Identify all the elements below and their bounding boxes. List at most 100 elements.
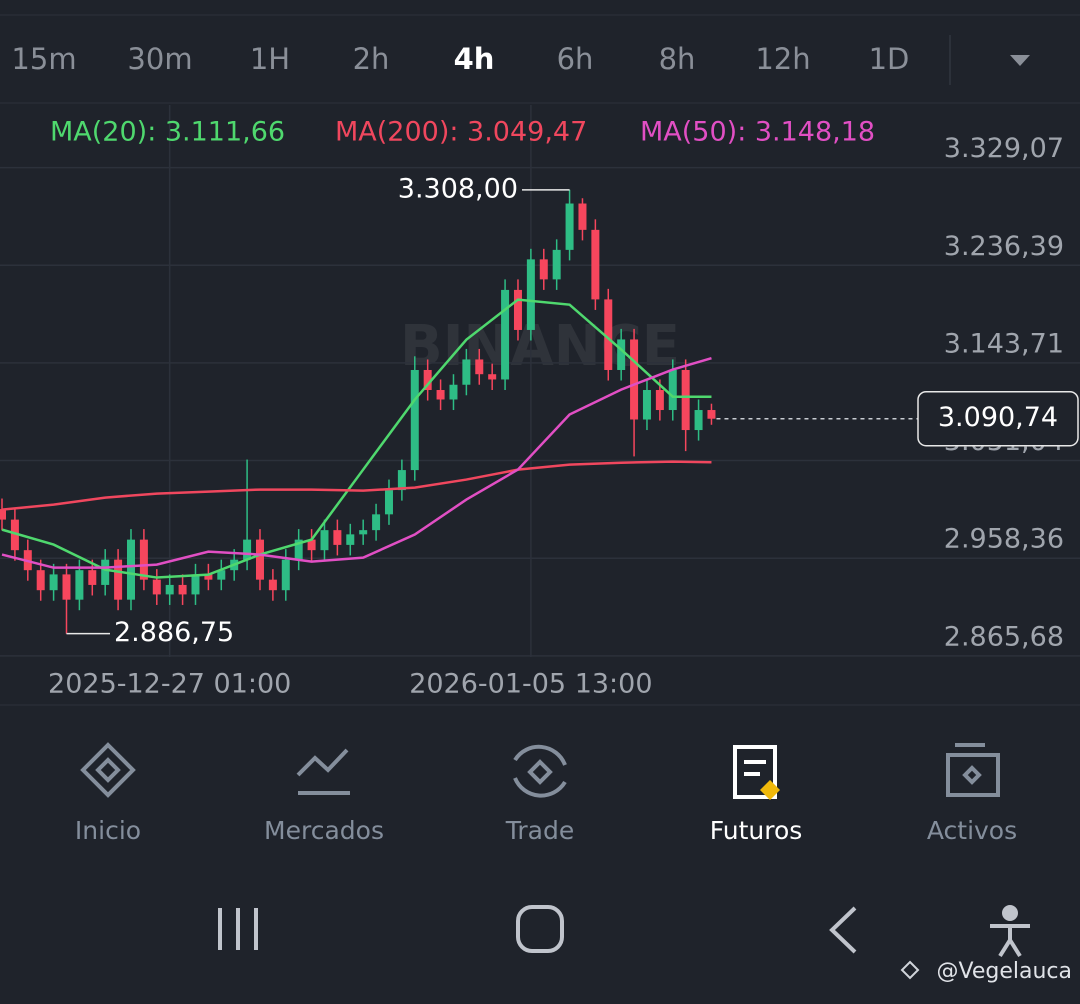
ma-line <box>1 460 712 511</box>
candle-body <box>126 539 135 600</box>
candle-body <box>384 490 393 515</box>
candle-body <box>475 359 484 375</box>
accessibility-button[interactable] <box>990 905 1030 958</box>
candle-body <box>62 574 71 600</box>
candle-body <box>668 369 677 411</box>
candle-body <box>539 259 548 280</box>
candle-body <box>217 570 226 580</box>
system-bar <box>218 905 1030 958</box>
candle-body <box>630 339 639 420</box>
candle-body <box>372 514 381 531</box>
candle-body <box>526 259 535 330</box>
candle-body <box>320 530 329 551</box>
candle-body <box>423 369 432 391</box>
timeframe-tab[interactable]: 4h <box>454 42 495 76</box>
timeframe-tab[interactable]: 30m <box>127 42 192 76</box>
candle-body <box>178 584 187 595</box>
credit-icon <box>900 960 920 980</box>
price-box <box>917 390 1079 447</box>
candle-body <box>49 574 58 591</box>
nav-label[interactable]: Activos <box>927 816 1017 845</box>
nav-icons <box>80 742 1000 799</box>
candle-body <box>513 289 522 330</box>
candle-body <box>10 519 19 551</box>
recent-button[interactable] <box>218 908 258 950</box>
candle-body <box>204 574 213 580</box>
candle-body <box>681 369 690 431</box>
candle-body <box>294 539 303 560</box>
timeframe-tab[interactable]: 8h <box>659 42 696 76</box>
candle-body <box>165 584 174 595</box>
nav-label[interactable]: Mercados <box>264 816 384 845</box>
candle-body <box>694 410 703 431</box>
candle-body <box>88 570 97 585</box>
candle-body <box>591 229 600 300</box>
candle-body <box>114 559 123 600</box>
candle-body <box>307 539 316 551</box>
futures-badge <box>760 780 780 800</box>
candle-body <box>243 539 252 560</box>
candle-body <box>152 579 161 595</box>
home-icon[interactable] <box>80 742 136 798</box>
y-tick-label: 2.958,36 <box>944 524 1064 555</box>
timeframe-tab[interactable]: 1D <box>869 42 910 76</box>
markets-icon[interactable] <box>296 748 350 795</box>
candle-body <box>255 539 264 580</box>
dropdown-icon[interactable] <box>1010 55 1030 66</box>
candle-body <box>36 570 45 591</box>
assets-icon[interactable] <box>946 743 1000 797</box>
chart: BINANCE3.329,073.236,393.143,713.051,042… <box>0 105 1080 700</box>
futures-icon[interactable] <box>733 745 777 799</box>
timeframe-tab[interactable]: 12h <box>755 42 810 76</box>
candle-body <box>462 359 471 385</box>
bottom-nav: Inicio Mercados Trade Futuros Activos <box>75 742 1017 845</box>
x-tick-label: 2025-12-27 01:00 <box>48 669 291 700</box>
back-button[interactable] <box>829 906 857 954</box>
x-tick-label: 2026-01-05 13:00 <box>409 669 652 700</box>
candle-body <box>281 559 290 591</box>
y-tick-label: 3.329,07 <box>944 133 1064 164</box>
candle-body <box>75 570 84 600</box>
y-tick-label: 2.865,68 <box>944 621 1064 652</box>
candle-body <box>397 470 406 491</box>
candle-body <box>707 410 716 419</box>
credit: @Vegelauca <box>937 959 1073 984</box>
candle-body <box>578 203 587 230</box>
candle-body <box>565 203 574 250</box>
candle-body <box>655 390 664 411</box>
candle-body <box>139 539 148 580</box>
nav-label[interactable]: Inicio <box>75 816 141 845</box>
candle-body <box>604 299 613 370</box>
candle-body <box>101 559 110 585</box>
current-price: 3.090,74 <box>938 402 1058 433</box>
candle-body <box>410 369 419 471</box>
candle-body <box>268 579 277 591</box>
legend-entry: MA(200): 3.049,47 <box>335 117 587 148</box>
high-label: 3.308,00 <box>398 173 518 204</box>
candle-body <box>436 390 445 400</box>
home-button[interactable] <box>516 905 564 953</box>
nav-label[interactable]: Trade <box>505 816 574 845</box>
candle-body <box>552 249 561 280</box>
candle-body <box>333 530 342 545</box>
candle-body <box>0 509 6 520</box>
candle-body <box>488 374 497 380</box>
timeframe-tab[interactable]: 15m <box>11 42 76 76</box>
low-label: 2.886,75 <box>114 617 234 648</box>
timeframe-tab[interactable]: 2h <box>353 42 390 76</box>
timeframe-tab[interactable]: 6h <box>557 42 594 76</box>
candle-body <box>191 574 200 595</box>
ma-line <box>1 357 712 569</box>
ma-line <box>1 298 712 579</box>
legend-entry: MA(20): 3.111,66 <box>50 117 285 148</box>
timeframe-tabs: 15m 30m 1H 2h 4h 6h 8h 12h 1D <box>11 42 909 76</box>
trade-icon[interactable] <box>513 744 567 798</box>
nav-label[interactable]: Futuros <box>710 816 803 845</box>
candle-body <box>617 339 626 370</box>
y-tick-label: 3.236,39 <box>944 231 1064 262</box>
candle-body <box>346 534 355 545</box>
timeframe-tab[interactable]: 1H <box>250 42 290 76</box>
y-tick-label: 3.143,71 <box>944 328 1064 359</box>
